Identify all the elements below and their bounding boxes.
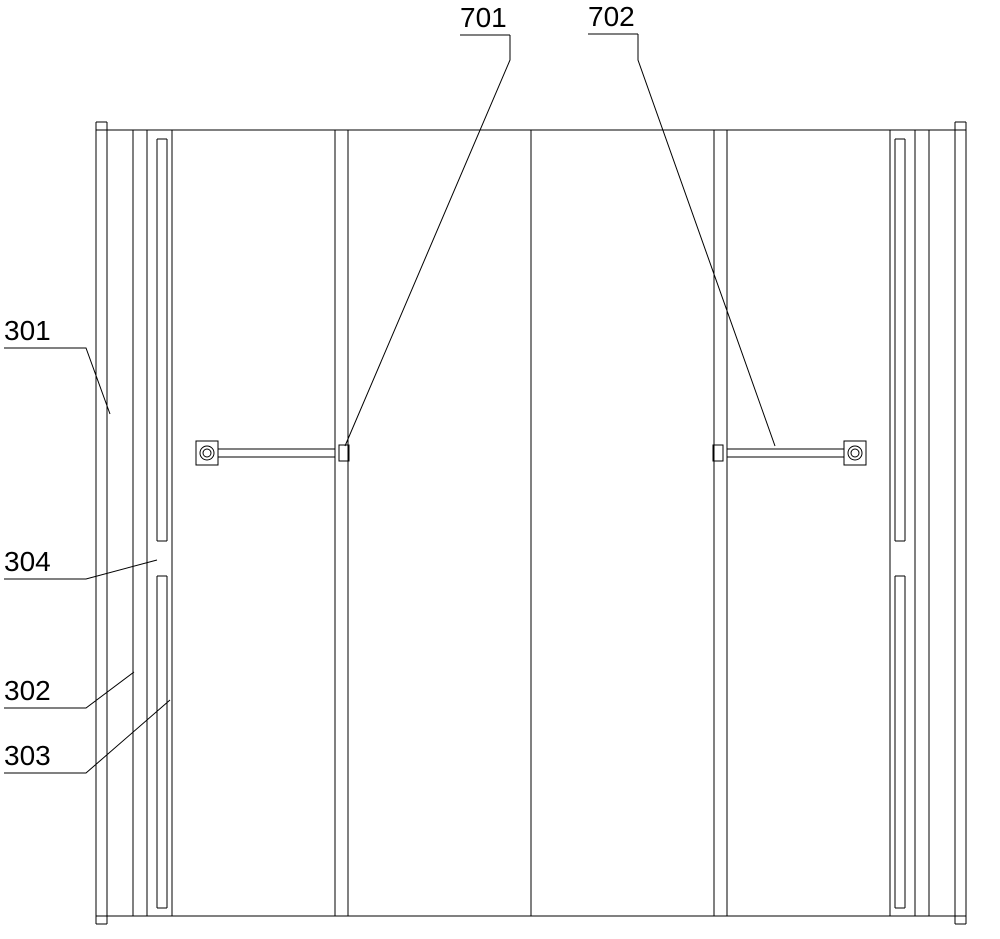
label-702: 702 <box>588 1 635 33</box>
label-701: 701 <box>460 2 507 34</box>
label-303: 303 <box>4 740 51 772</box>
label-301: 301 <box>4 315 51 347</box>
label-302: 302 <box>4 675 51 707</box>
label-304: 304 <box>4 546 51 578</box>
